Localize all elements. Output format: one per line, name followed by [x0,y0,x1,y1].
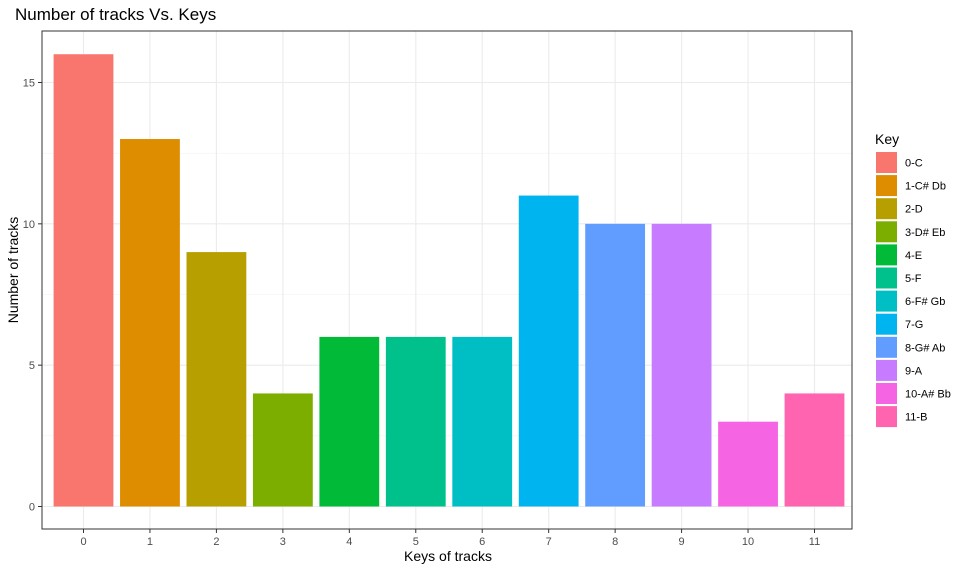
legend-label: 1-C# Db [905,181,946,193]
legend-swatch [876,406,897,428]
y-axis-title: Number of tracks [5,217,21,324]
legend-label: 8-G# Ab [905,342,945,354]
bar-6 [452,336,513,507]
legend-label: 9-A [905,365,923,377]
bar-0 [53,54,114,507]
x-axis: 0 1 2 3 4 5 6 7 8 9 10 11 [80,529,820,548]
bar-9 [651,223,712,507]
legend-swatch [876,290,897,312]
legend: Key 0-C 1-C# Db 2-D 3-D# Eb 4-E 5-F 6-F# Gb 7-G… [875,131,951,428]
legend-label: 0-C [905,158,923,170]
bar-5 [385,336,446,507]
x-tick-label: 11 [809,536,820,548]
legend-label: 6-F# Gb [905,296,945,308]
legend-swatch [876,313,897,335]
x-tick-label: 4 [346,536,352,548]
plot-border [41,30,853,530]
bar-1 [120,139,180,507]
legend-swatch [876,267,897,289]
legend-swatch [876,383,897,404]
y-tick-label: 0 [29,502,35,514]
legend-label: 7-G [905,319,923,331]
x-tick-label: 5 [413,536,419,548]
legend-label: 2-D [905,204,923,216]
legend-label: 4-E [905,250,922,262]
bar-8 [585,223,646,507]
bar-4 [319,336,380,507]
x-tick-label: 3 [280,536,286,548]
legend-label: 5-F [905,273,922,285]
legend-label: 3-D# Eb [905,227,945,239]
legend-title: Key [875,131,899,147]
legend-swatch [876,244,897,266]
bar-7 [518,195,579,507]
bar-2 [186,252,247,507]
chart-title: Number of tracks Vs. Keys [15,5,216,24]
x-tick-label: 9 [679,536,685,548]
x-tick-label: 2 [213,536,219,548]
y-axis: 0 5 10 15 [23,78,42,514]
legend-swatch [876,359,897,381]
legend-swatch [876,336,897,358]
x-tick-label: 6 [479,536,485,548]
bar-11 [784,393,845,507]
y-tick-label: 15 [23,78,35,90]
legend-swatch [876,175,897,197]
bar-3 [252,393,313,507]
x-tick-label: 0 [80,536,86,548]
plot-area [41,30,853,530]
x-axis-title: Keys of tracks [404,548,492,564]
legend-swatch [876,198,897,220]
legend-swatch [876,152,897,173]
legend-label: 11-B [905,412,927,424]
legend-label: 10-A# Bb [905,389,951,401]
legend-swatch [876,221,897,243]
x-tick-label: 1 [147,536,153,548]
bar-10 [718,421,778,507]
x-tick-label: 7 [546,536,552,548]
y-tick-label: 5 [29,360,35,372]
x-tick-label: 10 [742,536,754,548]
y-tick-label: 10 [23,219,35,231]
x-tick-label: 8 [612,536,618,548]
